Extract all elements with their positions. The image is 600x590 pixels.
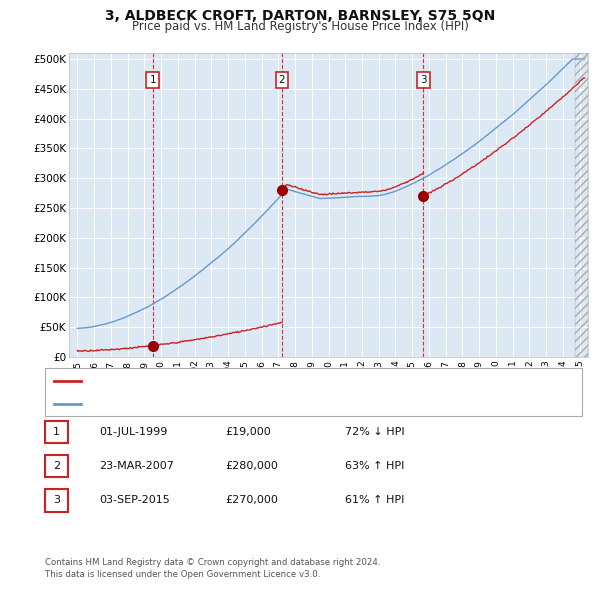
Text: 3, ALDBECK CROFT, DARTON, BARNSLEY, S75 5QN: 3, ALDBECK CROFT, DARTON, BARNSLEY, S75 … [105,9,495,23]
Text: £19,000: £19,000 [225,427,271,437]
Text: Contains HM Land Registry data © Crown copyright and database right 2024.
This d: Contains HM Land Registry data © Crown c… [45,558,380,579]
Text: 23-MAR-2007: 23-MAR-2007 [99,461,174,471]
Text: 61% ↑ HPI: 61% ↑ HPI [345,496,404,505]
Text: 3, ALDBECK CROFT, DARTON, BARNSLEY, S75 5QN (detached house): 3, ALDBECK CROFT, DARTON, BARNSLEY, S75 … [86,376,428,386]
Text: 1: 1 [53,427,60,437]
Text: 63% ↑ HPI: 63% ↑ HPI [345,461,404,471]
Text: £280,000: £280,000 [225,461,278,471]
Text: 3: 3 [53,496,60,505]
Text: Price paid vs. HM Land Registry's House Price Index (HPI): Price paid vs. HM Land Registry's House … [131,20,469,33]
Text: 01-JUL-1999: 01-JUL-1999 [99,427,167,437]
Text: HPI: Average price, detached house, Barnsley: HPI: Average price, detached house, Barn… [86,399,314,409]
Text: 03-SEP-2015: 03-SEP-2015 [99,496,170,505]
Text: 2: 2 [53,461,60,471]
Text: 1: 1 [149,75,156,85]
Text: £270,000: £270,000 [225,496,278,505]
Text: 2: 2 [278,75,285,85]
Text: 3: 3 [420,75,427,85]
Text: 72% ↓ HPI: 72% ↓ HPI [345,427,404,437]
